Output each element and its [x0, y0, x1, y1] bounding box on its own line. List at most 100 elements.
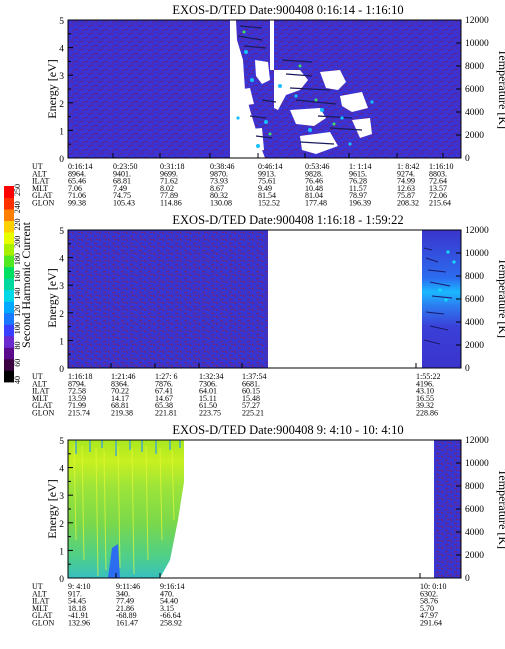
ephemeris-cell: 1: 8:42 — [397, 162, 419, 171]
ephemeris-cell: 9401. — [113, 169, 131, 178]
panel-title: EXOS-D/TED Date:900408 9: 4:10 - 10: 4:1… — [172, 423, 403, 437]
ephemeris-cell: 81.04 — [305, 191, 323, 200]
colorbar-swatch — [4, 220, 14, 233]
y-tick-label: 2 — [59, 310, 64, 320]
colorbar-ticks: 40 60 80 100 120 140 160 180 200 220 240 250 — [13, 184, 22, 384]
colorbar-swatch — [4, 358, 14, 371]
ephemeris-cell: 65.38 — [155, 401, 173, 410]
ephemeris-cell: 80.32 — [210, 191, 228, 200]
ephemeris-row-label: GLON — [32, 409, 54, 418]
ephemeris-row-label: ALT — [32, 379, 47, 388]
y-tick-label: 4 — [59, 465, 64, 475]
ephemeris-cell: 0:16:14 — [68, 162, 92, 171]
ephemeris-cell: 219.38 — [111, 409, 133, 418]
ephemeris-cell: 0:38:46 — [210, 162, 234, 171]
y2-tick-label: 10000 — [465, 249, 489, 259]
ephemeris-cell: 72.58 — [68, 387, 86, 396]
ephemeris-cell: 9:16:14 — [160, 582, 184, 591]
ephemeris-row-label: GLAT — [32, 401, 53, 410]
colorbar-swatch — [4, 324, 14, 337]
colorbar-tick-label: 60 — [13, 359, 22, 367]
ephemeris-row-label: ALT — [32, 169, 47, 178]
ephemeris-cell: 6681. — [242, 379, 260, 388]
colorbar-swatch — [4, 197, 14, 210]
panel-title: EXOS-D/TED Date:900408 0:16:14 - 1:16:10 — [172, 3, 403, 17]
y2-tick-label: 0 — [465, 154, 470, 164]
ephemeris-cell: 9.49 — [258, 184, 272, 193]
ephemeris-cell: 11.57 — [349, 184, 367, 193]
ephemeris-cell: 74.99 — [397, 177, 415, 186]
y-tick-label: 0 — [59, 575, 64, 585]
ephemeris-cell: 7.49 — [113, 184, 127, 193]
y-tick-label: 5 — [59, 17, 64, 27]
ephemeris-cell: 73.93 — [210, 177, 228, 186]
ephemeris-cell: 67.41 — [155, 387, 173, 396]
ephemeris-cell: 130.08 — [210, 199, 232, 208]
ephemeris-cell: 74.75 — [113, 191, 131, 200]
y2-tick-label: 8000 — [465, 482, 484, 492]
ephemeris-cell: 77.89 — [160, 191, 178, 200]
ephemeris-cell: 14.17 — [111, 394, 129, 403]
scattered-cyan-spots — [236, 50, 374, 148]
upper-streaks — [75, 440, 181, 456]
y-axis-label: Energy [eV] — [45, 479, 59, 538]
ephemeris-cell: 10.48 — [305, 184, 323, 193]
ephemeris-cell: 12.63 — [397, 184, 415, 193]
ephemeris-cell: 64.01 — [199, 387, 217, 396]
ephemeris-cell: 177.48 — [305, 199, 327, 208]
colorbar-swatches — [4, 186, 14, 383]
ephemeris-cell: 291.64 — [420, 619, 442, 628]
y2-tick-label: 2000 — [465, 131, 484, 141]
data-field-left — [68, 440, 184, 578]
ephemeris-cell: 196.39 — [349, 199, 371, 208]
ephemeris-cell: 8794. — [68, 379, 86, 388]
ephemeris-cell: 105.43 — [113, 199, 135, 208]
ephemeris-cell: 8.02 — [160, 184, 174, 193]
y2-tick-label: 8000 — [465, 62, 484, 72]
ephemeris-cell: 9913. — [258, 169, 276, 178]
ephemeris-cell: 1:32:34 — [199, 372, 223, 381]
y2-axis-ticks: 0 2000 4000 6000 8000 10000 12000 — [456, 436, 489, 584]
colorbar-tick-label: 250 — [13, 184, 22, 196]
ephemeris-cell: 71.99 — [68, 401, 86, 410]
y2-axis-ticks: 0 2000 4000 6000 8000 10000 12000 — [456, 16, 489, 164]
y2-tick-label: 4000 — [465, 528, 484, 538]
ephemeris-cell: 152.52 — [258, 199, 280, 208]
ephemeris-row-label: GLAT — [32, 191, 53, 200]
ephemeris-cell: -66.64 — [160, 611, 181, 620]
ephemeris-row-label: UT — [32, 162, 43, 171]
ephemeris-row-label: ILAT — [32, 597, 49, 606]
colorbar-swatch — [4, 301, 14, 314]
y2-axis-label: Temperature [K] — [496, 258, 505, 338]
ephemeris-cell: 57.27 — [242, 401, 260, 410]
colorbar-swatch — [4, 278, 14, 291]
y-tick-label: 3 — [59, 492, 64, 502]
y2-tick-label: 6000 — [465, 85, 484, 95]
ephemeris-cell: 221.81 — [155, 409, 177, 418]
y-axis-label: Energy [eV] — [45, 268, 59, 327]
ephemeris-cell: 7306. — [199, 379, 217, 388]
ephemeris-cell: 132.96 — [68, 619, 90, 628]
y2-tick-label: 2000 — [465, 551, 484, 561]
data-field-right — [422, 230, 461, 368]
y2-tick-label: 10000 — [465, 39, 489, 49]
ephemeris-cell: 9274. — [397, 169, 415, 178]
ephemeris-row-label: MLT — [32, 604, 48, 613]
y2-tick-label: 4000 — [465, 108, 484, 118]
colorbar-tick-label: 160 — [13, 270, 22, 282]
y2-axis-ticks: 0 2000 4000 6000 8000 10000 12000 — [456, 226, 489, 374]
ephemeris-cell: 1: 1:14 — [349, 162, 371, 171]
ephemeris-cell: 228.86 — [416, 409, 438, 418]
ephemeris-cell: 7.06 — [68, 184, 82, 193]
ephemeris-cell: 77.49 — [116, 597, 134, 606]
ephemeris-cell: 0:46:14 — [258, 162, 282, 171]
ephemeris-cell: 14.67 — [155, 394, 173, 403]
ephemeris-cell: 47.97 — [420, 611, 438, 620]
ephemeris-cell: 21.86 — [116, 604, 134, 613]
data-field-left — [68, 230, 268, 368]
ephemeris-cell: 5.70 — [420, 604, 434, 613]
ephemeris-cell: 10: 0:10 — [420, 582, 446, 591]
data-gap-region — [268, 230, 422, 368]
colorbar-tick-label: 100 — [13, 322, 22, 334]
